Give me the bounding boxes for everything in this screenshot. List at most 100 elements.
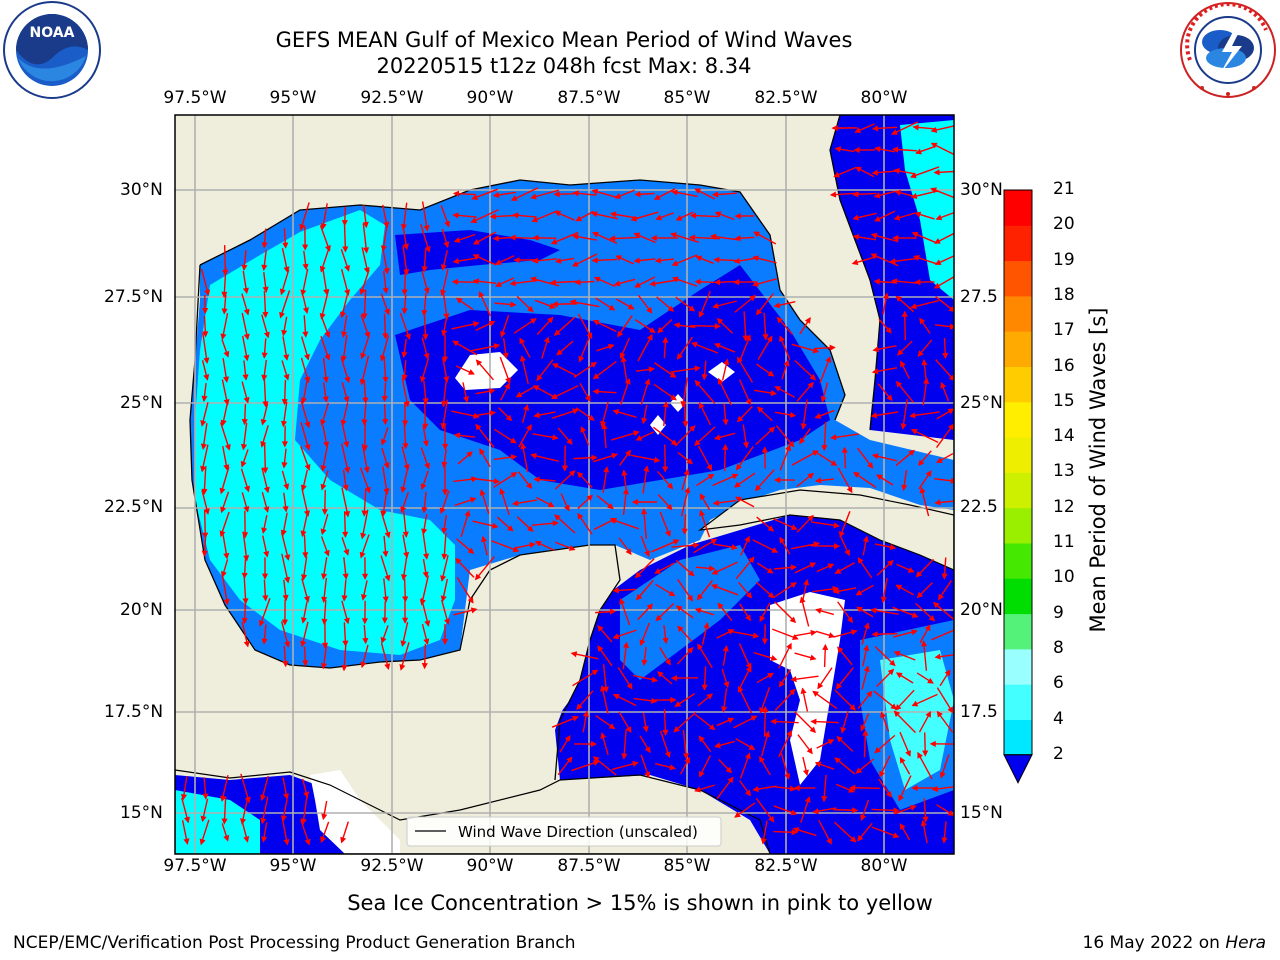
- wind-wave-arrowhead: [556, 349, 563, 356]
- wind-wave-arrowhead: [360, 532, 367, 540]
- wind-wave-arrowhead: [568, 544, 576, 551]
- wind-wave-arrowhead: [455, 297, 463, 304]
- wind-wave-arrowhead: [814, 477, 822, 484]
- wind-wave-arrowhead: [671, 189, 678, 196]
- wind-wave-arrowhead: [424, 246, 431, 253]
- wind-wave-arrowhead: [577, 512, 584, 520]
- wind-wave-arrowhead: [644, 771, 651, 779]
- wind-wave-arrowhead: [759, 707, 765, 714]
- wind-wave-arrow: [670, 367, 700, 373]
- wind-wave-arrowhead: [219, 487, 226, 495]
- lon-label-bottom: 97.5°W: [163, 856, 227, 876]
- wind-wave-arrowhead: [467, 547, 475, 554]
- wind-wave-arrowhead: [481, 535, 488, 543]
- wind-wave-arrowhead: [622, 641, 630, 649]
- wind-wave-arrowhead: [423, 553, 430, 560]
- wind-wave-arrowhead: [802, 769, 809, 777]
- wind-wave-arrowhead: [745, 398, 752, 406]
- wind-wave-arrowhead: [910, 303, 917, 310]
- wind-wave-arrowhead: [608, 723, 616, 730]
- wind-wave-arrowhead: [829, 191, 837, 198]
- wind-wave-arrowhead: [510, 454, 518, 461]
- wind-wave-arrow: [800, 597, 810, 627]
- wind-wave-arrowhead: [687, 594, 694, 602]
- wind-wave-arrowhead: [742, 442, 750, 449]
- wind-wave-arrowhead: [650, 697, 658, 704]
- chart-title: GEFS MEAN Gulf of Mexico Mean Period of …: [275, 28, 853, 52]
- wind-wave-arrowhead: [688, 570, 695, 577]
- wind-wave-arrowhead: [908, 449, 915, 457]
- wind-wave-arrowhead: [912, 124, 919, 131]
- wind-wave-arrowhead: [549, 279, 556, 286]
- wind-wave-arrowhead: [526, 424, 532, 431]
- wind-wave-arrow: [893, 710, 917, 734]
- wind-wave-arrowhead: [463, 396, 470, 403]
- wind-wave-arrowhead: [479, 448, 486, 455]
- wind-wave-arrowhead: [499, 488, 506, 495]
- wind-wave-arrowhead: [785, 444, 791, 452]
- wind-wave-arrowhead: [632, 760, 639, 767]
- wind-wave-arrowhead: [807, 472, 815, 480]
- wind-wave-arrowhead: [364, 331, 371, 339]
- wind-wave-arrowhead: [699, 770, 705, 778]
- wind-wave-arrowhead: [440, 264, 447, 271]
- wind-wave-arrowhead: [591, 211, 598, 218]
- wind-wave-arrowhead: [401, 308, 408, 315]
- wind-wave-arrowhead: [471, 194, 478, 200]
- wind-wave-arrowhead: [860, 724, 867, 732]
- wind-wave-arrowhead: [670, 439, 678, 446]
- wind-wave-arrowhead: [280, 815, 287, 822]
- wind-wave-arrowhead: [911, 612, 919, 618]
- wind-wave-arrowhead: [911, 700, 919, 707]
- wind-wave-arrowhead: [731, 473, 739, 480]
- wind-wave-arrowhead: [919, 486, 926, 494]
- wind-wave-arrowhead: [934, 653, 941, 660]
- wind-wave-arrowhead: [344, 466, 351, 474]
- wind-wave-arrowhead: [202, 331, 209, 338]
- wind-wave-arrowhead: [282, 594, 289, 602]
- wind-wave-arrowhead: [723, 681, 730, 689]
- colorbar-segment: [1004, 295, 1032, 332]
- wind-wave-arrowhead: [895, 704, 902, 711]
- wind-wave-arrowhead: [786, 730, 792, 737]
- wind-wave-arrowhead: [910, 429, 918, 435]
- wind-wave-arrowhead: [662, 336, 669, 343]
- wind-wave-arrowhead: [936, 710, 943, 718]
- noaa-logo-text: NOAA: [30, 25, 75, 41]
- lon-label-bottom: 92.5°W: [360, 856, 424, 876]
- wind-wave-arrowhead: [930, 142, 938, 149]
- wind-wave-arrowhead: [754, 484, 762, 492]
- lat-label-left: 27.5°N: [104, 287, 164, 307]
- wind-wave-arrowhead: [649, 280, 656, 287]
- wind-wave-arrowhead: [608, 304, 616, 311]
- wind-wave-arrowhead: [684, 486, 691, 494]
- lat-label-left: 22.5°N: [104, 497, 164, 517]
- pacific-cyan: [175, 790, 260, 854]
- east-caribbean-cyan: [880, 650, 954, 790]
- wind-wave-arrowhead: [402, 596, 409, 603]
- wind-wave-arrowhead: [622, 488, 629, 495]
- wind-wave-arrowhead: [860, 814, 867, 822]
- wind-wave-arrowhead: [634, 191, 641, 198]
- wind-wave-arrowhead: [261, 836, 268, 843]
- colorbar-tick-label: 4: [1053, 708, 1064, 729]
- wind-wave-arrowhead: [696, 593, 704, 601]
- wind-wave-arrowhead: [470, 217, 478, 223]
- wind-wave-arrowhead: [677, 625, 684, 633]
- wind-wave-arrow: [902, 399, 908, 429]
- wind-wave-arrowhead: [892, 832, 900, 839]
- wind-wave-arrowhead: [710, 538, 718, 545]
- wind-wave-arrowhead: [324, 331, 331, 339]
- wind-wave-arrowhead: [863, 665, 870, 672]
- wind-wave-arrowhead: [830, 434, 837, 441]
- wind-wave-arrowhead: [895, 672, 903, 679]
- wind-wave-arrowhead: [359, 288, 366, 296]
- cyan-western-gulf: [195, 210, 455, 655]
- wind-wave-arrowhead: [592, 319, 600, 326]
- wind-wave-arrowhead: [444, 618, 450, 626]
- wind-wave-arrowhead: [688, 305, 696, 312]
- wind-wave-arrowhead: [880, 596, 887, 604]
- wind-wave-arrowhead: [804, 317, 811, 324]
- wind-wave-arrowhead: [200, 420, 207, 427]
- wind-wave-arrowhead: [750, 715, 758, 722]
